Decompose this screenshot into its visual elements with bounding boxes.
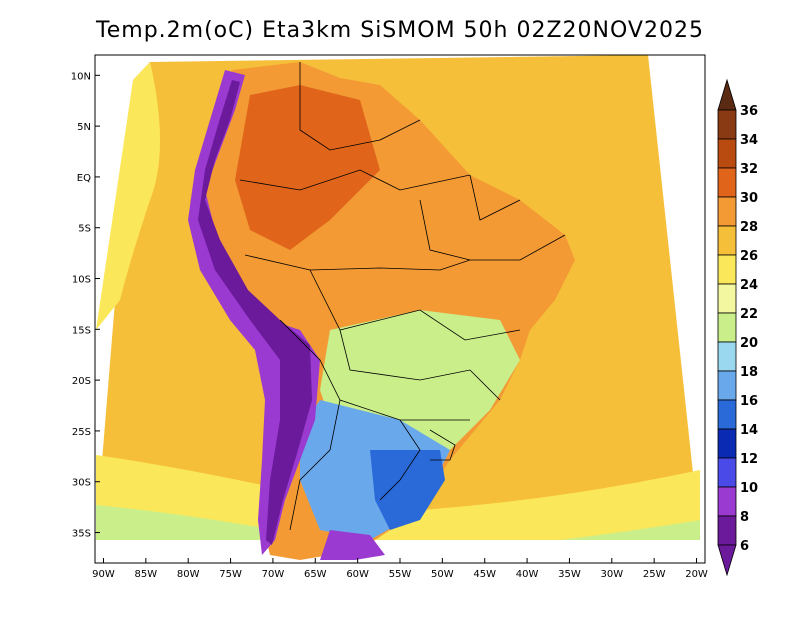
colorbar-label: 32 xyxy=(740,162,758,177)
colorbar-segment xyxy=(717,341,737,372)
colorbar-label: 24 xyxy=(740,278,758,293)
colorbar-label: 14 xyxy=(740,423,758,438)
latitude-axis: 10N 5N EQ 5S 10S 15S 20S 25S 30S 35S xyxy=(71,71,100,540)
colorbar-segment xyxy=(717,312,737,343)
lon-tick-label: 85W xyxy=(135,569,158,580)
colorbar-label: 30 xyxy=(740,191,758,206)
lon-tick-label: 40W xyxy=(516,569,539,580)
longitude-axis: 90W 85W 80W 75W 70W 65W 60W 55W 50W 45W 40W 35W 30W 2… xyxy=(92,558,708,580)
lon-tick-label: 80W xyxy=(177,569,200,580)
temperature-colorbar: 36 34 32 30 28 26 24 22 20 18 16 14 12 10 8 6 xyxy=(717,78,758,577)
ocean-cold-band xyxy=(96,505,700,540)
amazon-warm-region xyxy=(235,85,380,250)
colorbar-bottom-extension xyxy=(717,544,737,577)
lat-tick-label: 25S xyxy=(72,427,91,438)
colorbar-label: 20 xyxy=(740,336,758,351)
colorbar-segment xyxy=(717,254,737,285)
colorbar-label: 36 xyxy=(740,104,758,119)
lat-tick-label: 30S xyxy=(72,478,91,489)
colorbar-segment xyxy=(717,225,737,256)
colorbar-label: 8 xyxy=(740,510,749,525)
lon-tick-label: 90W xyxy=(92,569,115,580)
ocean-cool-band xyxy=(96,455,700,540)
colorbar-label: 10 xyxy=(740,481,758,496)
lon-tick-label: 70W xyxy=(262,569,285,580)
colorbar-label: 12 xyxy=(740,452,758,467)
map-title: Temp.2m(oC) Eta3km SiSMOM 50h 02Z20NOV20… xyxy=(96,18,704,43)
lat-tick-label: 15S xyxy=(72,325,91,336)
colorbar-label: 22 xyxy=(740,307,758,322)
lat-tick-label: 35S xyxy=(72,529,91,540)
colorbar-segment xyxy=(717,370,737,401)
lon-tick-label: 60W xyxy=(346,569,369,580)
colorbar-segment xyxy=(717,196,737,227)
colorbar-label: 34 xyxy=(740,133,758,148)
lon-tick-label: 35W xyxy=(558,569,581,580)
colorbar-segment xyxy=(717,167,737,198)
lat-tick-label: 5S xyxy=(78,224,91,235)
colorbar-label: 26 xyxy=(740,249,758,264)
colorbar-segment xyxy=(717,138,737,169)
colorbar-label: 16 xyxy=(740,394,758,409)
lat-tick-label: 20S xyxy=(72,376,91,387)
patagonia-cold-patch xyxy=(320,530,385,560)
pacific-cool-band xyxy=(96,62,160,330)
lon-tick-label: 50W xyxy=(431,569,454,580)
colorbar-label: 28 xyxy=(740,220,758,235)
lat-tick-label: 5N xyxy=(77,122,91,133)
lon-tick-label: 25W xyxy=(643,569,666,580)
lon-tick-label: 30W xyxy=(600,569,623,580)
colorbar-label: 18 xyxy=(740,365,758,380)
south-cold-region xyxy=(370,450,445,530)
andes-coldest-core xyxy=(198,80,312,545)
colorbar-segment xyxy=(717,457,737,488)
colorbar-segment xyxy=(717,109,737,140)
colorbar-segment xyxy=(717,486,737,517)
colorbar-segment xyxy=(717,428,737,459)
lon-tick-label: 55W xyxy=(389,569,412,580)
colorbar-segment xyxy=(717,399,737,430)
lon-tick-label: 75W xyxy=(219,569,242,580)
lon-tick-label: 45W xyxy=(473,569,496,580)
lat-tick-label: EQ xyxy=(77,173,91,184)
colorbar-label: 6 xyxy=(740,539,749,554)
country-borders xyxy=(239,62,566,531)
lat-tick-label: 10N xyxy=(71,71,91,82)
lat-tick-label: 10S xyxy=(72,275,91,286)
lon-tick-label: 65W xyxy=(304,569,327,580)
lon-tick-label: 20W xyxy=(685,569,708,580)
colorbar-top-extension xyxy=(717,78,737,111)
colorbar-segment xyxy=(717,283,737,314)
colorbar-segment xyxy=(717,515,737,546)
